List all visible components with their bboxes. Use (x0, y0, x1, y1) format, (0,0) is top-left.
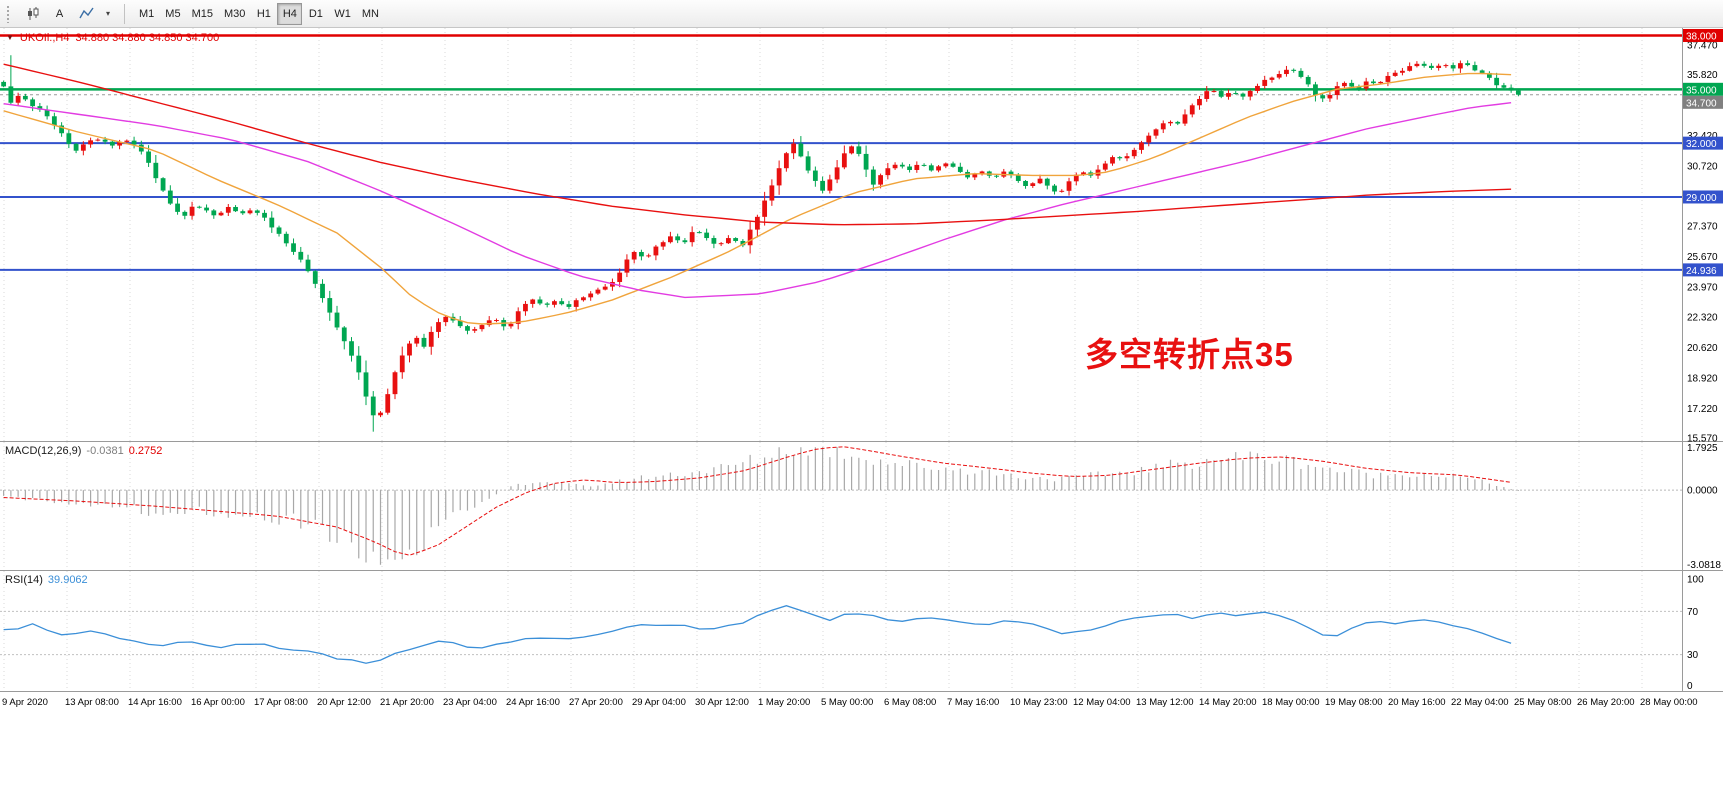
timeframe-button-mn[interactable]: MN (357, 3, 384, 25)
macd-signal-value: 0.2752 (128, 445, 163, 457)
rsi-name: RSI(14) (5, 574, 43, 586)
chart-style-button[interactable] (20, 3, 45, 25)
toolbar: A ▾ M1 M5 M15 M30 H1 H4 D1 W1 MN (0, 0, 1723, 28)
symbol-period-label: UKOIl.,H4 (19, 32, 70, 44)
svg-text:22 May 04:00: 22 May 04:00 (1451, 697, 1509, 708)
svg-text:100: 100 (1687, 575, 1704, 586)
chart-annotation: 多空转折点35 (1085, 336, 1294, 373)
timeframe-button-m5[interactable]: M5 (160, 3, 185, 25)
svg-text:32.000: 32.000 (1686, 139, 1717, 150)
svg-text:15.570: 15.570 (1687, 433, 1718, 444)
svg-text:37.470: 37.470 (1687, 40, 1718, 51)
svg-text:10 May 23:00: 10 May 23:00 (1010, 697, 1068, 708)
svg-text:20 Apr 12:00: 20 Apr 12:00 (317, 697, 371, 708)
svg-text:1.7925: 1.7925 (1687, 443, 1718, 454)
svg-text:23 Apr 04:00: 23 Apr 04:00 (443, 697, 497, 708)
symbol-marker-icon: ▼ (6, 33, 14, 42)
svg-text:-3.0818: -3.0818 (1687, 560, 1721, 571)
svg-text:14 Apr 16:00: 14 Apr 16:00 (128, 697, 182, 708)
svg-text:5 May 00:00: 5 May 00:00 (821, 697, 873, 708)
macd-indicator-label: MACD(12,26,9) -0.0381 0.2752 (5, 445, 162, 457)
svg-text:0.0000: 0.0000 (1687, 486, 1718, 497)
svg-text:22.320: 22.320 (1687, 312, 1718, 323)
timeframe-button-d1[interactable]: D1 (303, 3, 328, 25)
symbol-quote: ▼ UKOIl.,H4 34.880 34.880 34.850 34.700 (6, 32, 219, 44)
svg-text:32.420: 32.420 (1687, 131, 1718, 142)
svg-text:13 May 12:00: 13 May 12:00 (1136, 697, 1194, 708)
svg-text:30.720: 30.720 (1687, 162, 1718, 173)
svg-text:21 Apr 20:00: 21 Apr 20:00 (380, 697, 434, 708)
timeframe-button-h1[interactable]: H1 (251, 3, 276, 25)
svg-text:7 May 16:00: 7 May 16:00 (947, 697, 999, 708)
timeframe-group: M1 M5 M15 M30 H1 H4 D1 W1 MN (134, 2, 384, 25)
svg-text:38.000: 38.000 (1686, 31, 1717, 42)
svg-text:29 Apr 04:00: 29 Apr 04:00 (632, 697, 686, 708)
chevron-down-icon: ▾ (106, 9, 111, 18)
svg-text:20 May 16:00: 20 May 16:00 (1388, 697, 1446, 708)
svg-text:19 May 08:00: 19 May 08:00 (1325, 697, 1383, 708)
svg-text:25 May 08:00: 25 May 08:00 (1514, 697, 1572, 708)
svg-text:18.920: 18.920 (1687, 373, 1718, 384)
svg-text:25.670: 25.670 (1687, 252, 1718, 263)
svg-text:23.970: 23.970 (1687, 283, 1718, 294)
svg-text:14 May 20:00: 14 May 20:00 (1199, 697, 1257, 708)
toolbar-grip[interactable] (6, 4, 11, 23)
svg-text:34.700: 34.700 (1686, 98, 1717, 109)
svg-text:24 Apr 16:00: 24 Apr 16:00 (506, 697, 560, 708)
svg-text:17 Apr 08:00: 17 Apr 08:00 (254, 697, 308, 708)
timeframe-button-m1[interactable]: M1 (134, 3, 159, 25)
macd-name: MACD(12,26,9) (5, 445, 82, 457)
chart-area: 9 Apr 2020 13 Apr 08:00 14 Apr 16:00 16 Apr… (0, 28, 1723, 786)
text-tool-button[interactable]: A (47, 3, 72, 25)
svg-text:70: 70 (1687, 607, 1699, 618)
ohlc-values: 34.880 34.880 34.850 34.700 (75, 32, 220, 44)
svg-text:20.620: 20.620 (1687, 343, 1718, 354)
svg-text:30 Apr 12:00: 30 Apr 12:00 (695, 697, 749, 708)
toolbar-separator (124, 3, 126, 24)
svg-text:30: 30 (1687, 650, 1699, 661)
svg-text:27.370: 27.370 (1687, 222, 1718, 233)
svg-text:26 May 20:00: 26 May 20:00 (1577, 697, 1635, 708)
macd-main-value: -0.0381 (86, 445, 124, 457)
svg-text:6 May 08:00: 6 May 08:00 (884, 697, 936, 708)
svg-text:9 Apr 2020: 9 Apr 2020 (2, 697, 48, 708)
candlestick-chart-icon (27, 6, 38, 20)
svg-text:16 Apr 00:00: 16 Apr 00:00 (191, 697, 245, 708)
svg-text:35.000: 35.000 (1686, 85, 1717, 96)
svg-text:24.936: 24.936 (1686, 266, 1717, 277)
svg-text:18 May 00:00: 18 May 00:00 (1262, 697, 1320, 708)
rsi-value: 39.9062 (47, 574, 88, 586)
svg-text:0: 0 (1687, 681, 1693, 692)
indicator-zigzag-icon (79, 7, 94, 19)
indicators-dropdown-button[interactable]: ▾ (101, 3, 115, 25)
timeframe-button-h4[interactable]: H4 (277, 2, 303, 25)
svg-text:27 Apr 20:00: 27 Apr 20:00 (569, 697, 623, 708)
timeframe-button-w1[interactable]: W1 (329, 3, 356, 25)
svg-text:1 May 20:00: 1 May 20:00 (758, 697, 810, 708)
svg-text:29.000: 29.000 (1686, 193, 1717, 204)
svg-text:28 May 00:00: 28 May 00:00 (1640, 697, 1698, 708)
chart-canvas[interactable]: 9 Apr 2020 13 Apr 08:00 14 Apr 16:00 16 Apr… (0, 28, 1723, 786)
svg-text:35.820: 35.820 (1687, 70, 1718, 81)
rsi-indicator-label: RSI(14) 39.9062 (5, 574, 88, 586)
timeframe-button-m15[interactable]: M15 (187, 3, 218, 25)
svg-text:13 Apr 08:00: 13 Apr 08:00 (65, 697, 119, 708)
svg-text:17.220: 17.220 (1687, 404, 1718, 415)
indicators-button[interactable] (74, 3, 99, 25)
svg-text:12 May 04:00: 12 May 04:00 (1073, 697, 1131, 708)
timeframe-button-m30[interactable]: M30 (219, 3, 250, 25)
